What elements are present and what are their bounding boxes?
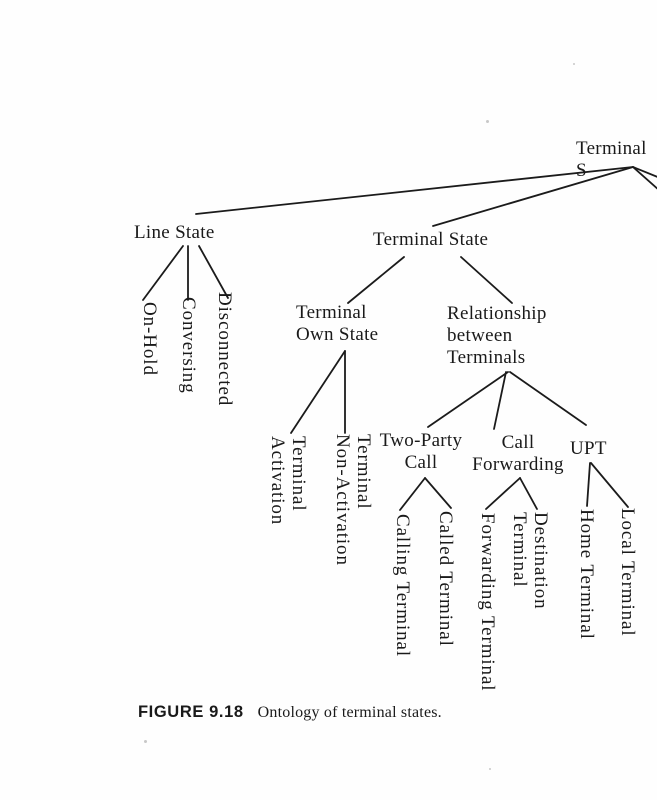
edge-root-line-state <box>195 166 634 215</box>
edge-relationship-twoparty <box>427 371 509 428</box>
edge-ownstate-activation <box>290 350 346 434</box>
edge-terminalstate-relationship <box>460 256 513 304</box>
node-terminal-own-state: Terminal Own State <box>296 302 379 345</box>
edge-twoparty-called <box>424 477 452 509</box>
edge-root-terminal-state <box>432 166 634 227</box>
node-conversing: Conversing <box>178 297 199 394</box>
node-on-hold: On-Hold <box>139 302 160 376</box>
edge-root-offpage-b <box>632 166 657 190</box>
figure-caption-number: FIGURE 9.18 <box>138 703 244 721</box>
node-line-state: Line State <box>134 222 215 243</box>
node-relationship-between-terminals: Relationship between Terminals <box>447 303 547 368</box>
figure-caption-text: Ontology of terminal states. <box>257 704 442 721</box>
node-calling-terminal: Calling Terminal <box>392 514 413 658</box>
edge-callforwarding-destination <box>519 477 538 510</box>
node-terminal-state: Terminal State <box>373 229 489 250</box>
edge-callforwarding-forwarding <box>485 477 521 510</box>
edge-linestate-onhold <box>142 245 184 301</box>
scan-speck <box>486 120 489 123</box>
node-forwarding-terminal: Forwarding Terminal <box>477 513 498 692</box>
node-upt: UPT <box>570 438 607 459</box>
edge-twoparty-calling <box>399 477 426 511</box>
scan-speck <box>489 768 491 770</box>
node-terminal-states-root: Terminal S <box>576 138 647 181</box>
edge-upt-local <box>590 462 629 508</box>
node-local-terminal: Local Terminal <box>617 508 638 637</box>
node-disconnected: Disconnected <box>214 292 235 407</box>
scan-speck <box>573 63 575 65</box>
node-two-party-call: Two-Party Call <box>379 430 463 473</box>
scan-speck <box>144 740 147 743</box>
node-terminal-non-activation: Terminal Non-Activation <box>332 434 374 566</box>
node-call-forwarding: Call Forwarding <box>472 432 564 475</box>
node-called-terminal: Called Terminal <box>435 511 456 647</box>
edge-relationship-upt <box>509 371 587 426</box>
node-destination-terminal: Destination Terminal <box>509 512 551 610</box>
edge-relationship-callforwarding <box>493 371 507 430</box>
figure-caption: FIGURE 9.18 Ontology of terminal states. <box>138 703 442 722</box>
node-home-terminal: Home Terminal <box>576 509 597 640</box>
node-terminal-activation: Terminal Activation <box>267 436 309 526</box>
edge-linestate-disconnected <box>198 245 229 299</box>
edge-root-offpage-a <box>632 166 657 178</box>
edge-terminalstate-ownstate <box>347 256 405 304</box>
edge-upt-home <box>586 462 591 507</box>
